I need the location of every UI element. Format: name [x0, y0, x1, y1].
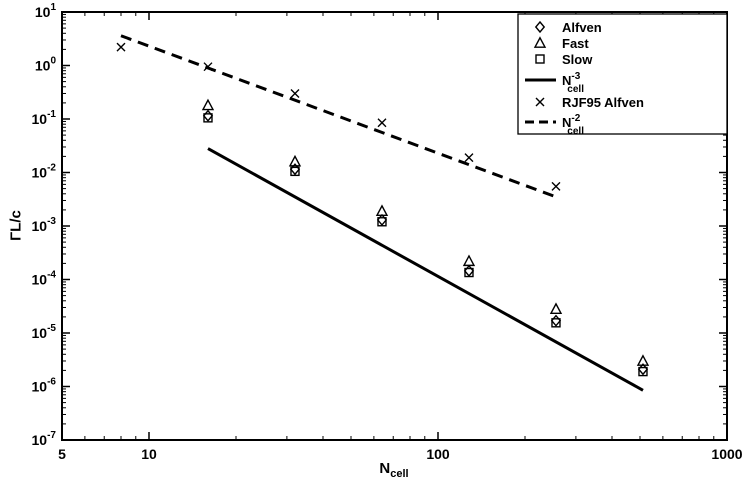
- marker-square: [290, 166, 300, 177]
- legend-item: N-2 cell: [525, 113, 584, 137]
- marker-triangle: [636, 354, 650, 366]
- legend-label: Fast: [562, 36, 589, 51]
- legend-label: Slow: [562, 52, 593, 67]
- legend-item: RJF95 Alfven: [535, 95, 644, 110]
- legend-label: N-2 cell: [562, 113, 584, 137]
- legend-label: RJF95 Alfven: [562, 95, 644, 110]
- marker-triangle: [533, 36, 547, 48]
- x-tick-label: 5: [58, 446, 66, 462]
- marker-triangle: [549, 302, 563, 314]
- marker-square: [203, 113, 213, 123]
- marker-diamond: [550, 314, 562, 327]
- y-tick-label: 10-4: [32, 270, 57, 288]
- x-axis-label-main: N: [379, 460, 391, 477]
- marker-square: [464, 267, 474, 278]
- marker-triangle: [288, 154, 302, 167]
- marker-diamond: [534, 20, 546, 34]
- legend-label: Alfven: [562, 20, 602, 35]
- y-tick-label: 10-1: [32, 109, 57, 127]
- y-axis-label: ΓL/c: [7, 210, 25, 241]
- series-slow: [203, 113, 648, 377]
- marker-diamond: [463, 264, 475, 277]
- marker-triangle: [201, 98, 215, 111]
- marker-x: [377, 118, 387, 128]
- y-tick-label: 10-2: [32, 163, 57, 181]
- marker-square: [377, 217, 387, 227]
- trend-line-dashed: [120, 34, 557, 199]
- x-axis-label-sub: cell: [390, 468, 409, 480]
- marker-x: [116, 42, 126, 52]
- x-tick-label: 1000: [711, 446, 742, 462]
- marker-x: [551, 181, 561, 191]
- series-alfven: [202, 109, 649, 376]
- marker-square: [638, 366, 648, 377]
- x-axis-label: Ncell: [379, 460, 408, 480]
- y-tick-label: 101: [35, 2, 57, 20]
- y-tick-label: 10-5: [32, 323, 57, 341]
- marker-x: [203, 62, 213, 72]
- marker-x: [535, 97, 545, 107]
- marker-triangle: [375, 204, 389, 216]
- legend-box: [517, 13, 728, 135]
- x-tick-label: 10: [141, 446, 157, 462]
- marker-x: [464, 153, 474, 163]
- legend-item: Slow: [535, 52, 593, 67]
- trend-line-solid: [207, 147, 644, 392]
- y-tick-label: 10-3: [32, 216, 57, 234]
- marker-square: [535, 54, 545, 64]
- marker-diamond: [376, 213, 388, 226]
- series-fast: [201, 98, 650, 366]
- marker-diamond: [202, 109, 214, 122]
- legend-item: Fast: [533, 36, 589, 51]
- y-tick-label: 100: [35, 56, 57, 74]
- legend-item: Alfven: [534, 20, 602, 35]
- x-tick-label: 100: [426, 446, 450, 462]
- marker-triangle: [462, 254, 476, 267]
- marker-square: [551, 318, 561, 328]
- y-tick-label: 10-6: [32, 377, 57, 395]
- series-rjf95-alfven: [116, 42, 561, 191]
- y-axis: 101 100 10-1 10-2 10-3 10-4 10-5 10-6 10-7: [32, 2, 727, 448]
- legend-item: N-3 cell: [525, 71, 584, 95]
- y-tick-label: 10-7: [32, 430, 57, 448]
- legend-label: N-3 cell: [562, 71, 584, 95]
- marker-x: [290, 88, 300, 98]
